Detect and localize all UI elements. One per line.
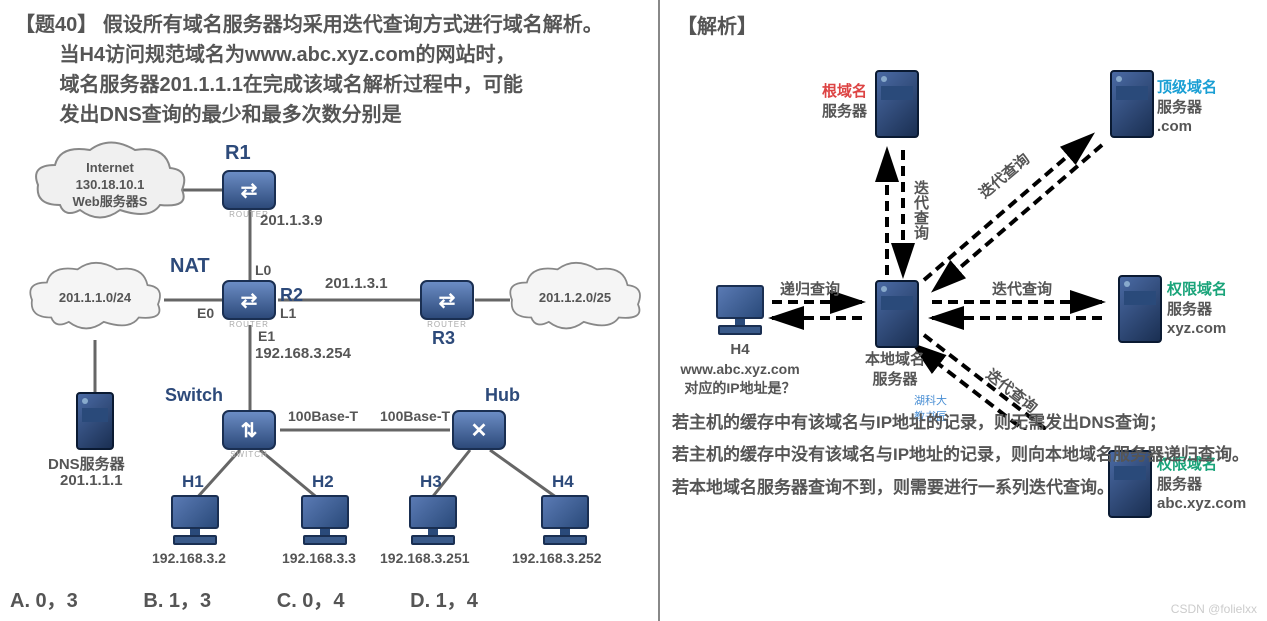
analysis-notes: 若主机的缓存中有该域名与IP地址的记录，则无需发出DNS查询； 若主机的缓存中没… bbox=[672, 410, 1257, 507]
recursive-query-label: 递归查询 bbox=[780, 278, 840, 299]
h2-label: H2 bbox=[312, 472, 334, 492]
dns-server-label: DNS服务器 bbox=[48, 453, 125, 474]
dns-server-ip: 201.1.1.1 bbox=[60, 472, 123, 489]
answer-options: A. 0，3 B. 1，3 C. 0，4 D. 1，4 bbox=[10, 584, 650, 613]
h1-ip: 192.168.3.2 bbox=[152, 550, 226, 566]
analysis-panel: 【解析】 H4 www.abc.xyz.com bbox=[662, 0, 1267, 621]
network-topology-diagram: Internet 130.18.10.1 Web服务器S 201.1.1.0/2… bbox=[0, 130, 660, 550]
hub-label: Hub bbox=[485, 385, 520, 406]
host-h4 bbox=[535, 495, 595, 545]
h3-ip: 192.168.3.251 bbox=[380, 550, 470, 566]
h4-client-icon bbox=[710, 285, 770, 335]
note-2: 若主机的缓存中没有该域名与IP地址的记录，则向本地域名服务器递归查询。 bbox=[672, 442, 1257, 468]
question-line3: 域名服务器201.1.1.1在完成该域名解析过程中，可能 bbox=[59, 74, 522, 96]
subnet-cloud-right: 201.1.2.0/25 bbox=[505, 260, 645, 340]
host-h3 bbox=[403, 495, 463, 545]
r2-label: R2 bbox=[280, 285, 303, 306]
question-line4: 发出DNS查询的最少和最多次数分别是 bbox=[59, 104, 401, 126]
h3-label: H3 bbox=[420, 472, 442, 492]
local-dns-l2: 服务器 bbox=[872, 371, 917, 388]
hub-icon: ✕ bbox=[452, 410, 506, 464]
r2-e0: E0 bbox=[197, 305, 214, 321]
option-b: B. 1，3 bbox=[143, 584, 211, 613]
h4-domain: www.abc.xyz.com bbox=[680, 361, 799, 377]
subnet-cloud-left: 201.1.1.0/24 bbox=[25, 260, 165, 340]
root-dns-l2: 服务器 bbox=[792, 102, 867, 122]
local-dns-l1: 本地域名 bbox=[865, 351, 925, 368]
r3-ip: 201.1.3.1 bbox=[325, 275, 388, 292]
option-a: A. 0，3 bbox=[10, 584, 78, 613]
host-h2 bbox=[295, 495, 355, 545]
r1-label: R1 bbox=[225, 142, 251, 165]
r2-l1: L1 bbox=[280, 305, 296, 321]
root-dns-l1: 根域名 bbox=[792, 82, 867, 102]
internet-cloud-text: Internet 130.18.10.1 Web服务器S bbox=[30, 160, 190, 211]
dns-query-diagram: H4 www.abc.xyz.com 对应的IP地址是？ 本地域名 服务器 湖科… bbox=[662, 50, 1267, 410]
link-right: 100Base-T bbox=[380, 408, 450, 424]
auth1-l1: 权限域名 bbox=[1167, 280, 1262, 300]
host-h1 bbox=[165, 495, 225, 545]
internet-cloud: Internet 130.18.10.1 Web服务器S bbox=[30, 140, 190, 230]
iter-query-label-1: 迭代查询 bbox=[910, 180, 931, 240]
switch-icon: ⇅ SWITCH bbox=[222, 410, 276, 464]
root-dns-server-icon bbox=[867, 70, 927, 138]
auth1-dom: xyz.com bbox=[1167, 319, 1262, 339]
option-c: C. 0，4 bbox=[277, 584, 345, 613]
r2-e1-ip: 192.168.3.254 bbox=[255, 345, 351, 362]
auth-dns-server-1-icon bbox=[1110, 275, 1170, 343]
question-number: 【题40】 bbox=[15, 14, 97, 36]
h4-name: H4 bbox=[730, 341, 749, 358]
nat-label: NAT bbox=[170, 255, 210, 278]
h4-question: 对应的IP地址是？ bbox=[684, 380, 795, 396]
option-d: D. 1，4 bbox=[410, 584, 478, 613]
iter-query-label-3: 迭代查询 bbox=[992, 278, 1052, 299]
note-1: 若主机的缓存中有该域名与IP地址的记录，则无需发出DNS查询； bbox=[672, 410, 1257, 436]
analysis-title: 【解析】 bbox=[662, 0, 1267, 49]
local-dns-server-icon bbox=[867, 280, 927, 348]
note-3: 若本地域名服务器查询不到，则需要进行一系列迭代查询。 bbox=[672, 475, 1257, 501]
question-text: 【题40】 假设所有域名服务器均采用迭代查询方式进行域名解析。 当H4访问规范域… bbox=[0, 0, 658, 130]
router-r2: ⇄ ROUTER bbox=[222, 280, 276, 334]
router-r3: ⇄ ROUTER bbox=[420, 280, 474, 334]
tld-dns-l1: 顶级域名 bbox=[1157, 78, 1252, 98]
question-line1: 假设所有域名服务器均采用迭代查询方式进行域名解析。 bbox=[103, 14, 603, 36]
r2-l0: L0 bbox=[255, 262, 271, 278]
h1-label: H1 bbox=[182, 472, 204, 492]
watermark-text: CSDN @folielxx bbox=[1171, 602, 1257, 616]
question-line2: 当H4访问规范域名为www.abc.xyz.com的网站时， bbox=[59, 44, 515, 66]
tld-dns-dom: .com bbox=[1157, 117, 1252, 137]
link-left: 100Base-T bbox=[288, 408, 358, 424]
r1-ip: 201.1.3.9 bbox=[260, 212, 323, 229]
h2-ip: 192.168.3.3 bbox=[282, 550, 356, 566]
tld-dns-l2: 服务器 bbox=[1157, 98, 1252, 118]
switch-label: Switch bbox=[165, 385, 223, 406]
h4-ip: 192.168.3.252 bbox=[512, 550, 602, 566]
r2-e1: E1 bbox=[258, 328, 275, 344]
auth1-l2: 服务器 bbox=[1167, 300, 1262, 320]
tld-dns-server-icon bbox=[1102, 70, 1162, 138]
h4-label: H4 bbox=[552, 472, 574, 492]
r3-label: R3 bbox=[432, 328, 455, 349]
question-panel: 【题40】 假设所有域名服务器均采用迭代查询方式进行域名解析。 当H4访问规范域… bbox=[0, 0, 660, 621]
